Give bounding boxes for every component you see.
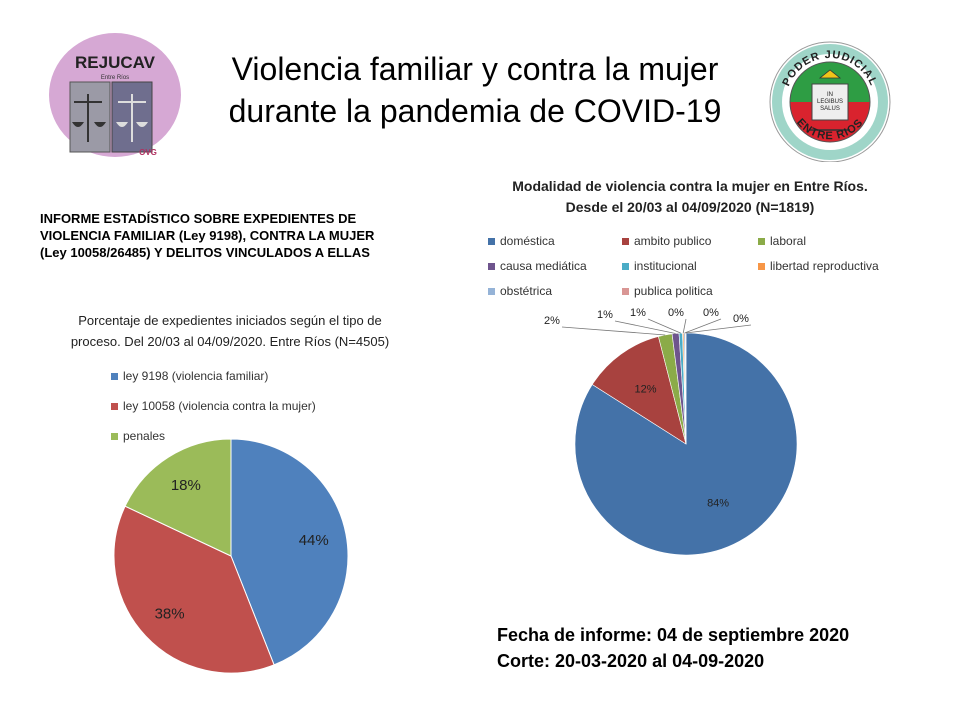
legend-label: laboral [770, 234, 807, 248]
chart2-legend-item: ambito publico [622, 234, 711, 248]
legend-label: ambito publico [634, 234, 712, 248]
legend-swatch [622, 263, 629, 271]
leader-line [647, 318, 681, 334]
motto-line-2: LEGIBUS [817, 99, 843, 105]
report-date: Fecha de informe: 04 de septiembre 2020 [497, 625, 850, 645]
pie2-slice-label: 0% [733, 313, 749, 325]
chart1-legend-item: penales [111, 429, 165, 443]
legend-swatch-green [111, 433, 118, 441]
chart1-title-line-2: proceso. Del 20/03 al 04/09/2020. Entre … [70, 334, 390, 349]
chart2-legend-item: libertad reproductiva [758, 259, 879, 273]
chart2-legend-item: obstétrica [488, 284, 552, 298]
legend-label: publica politica [634, 284, 713, 298]
page-title-line-1: Violencia familiar y contra la mujer [231, 51, 719, 87]
chart1-title: Porcentaje de expedientes iniciados segú… [40, 310, 420, 352]
legend-label: penales [123, 429, 166, 443]
legend-swatch-blue [111, 373, 118, 381]
legend-swatch [758, 238, 765, 246]
report-subtitle-line-2: VIOLENCIA FAMILIAR (Ley 9198), CONTRA LA… [40, 228, 375, 243]
pie-slice-1 [230, 438, 349, 666]
legend-label: ley 10058 (violencia contra la mujer) [123, 399, 316, 413]
chart2-title: Modalidad de violencia contra la mujer e… [440, 176, 940, 218]
pie2-slice-label: 12% [635, 383, 657, 395]
pie-slice-label: 44% [299, 532, 329, 549]
chart2-legend-item: doméstica [488, 234, 555, 248]
poder-judicial-logo: IN LEGIBUS SALUS PODER JUDICIAL ENTRE RI… [769, 41, 891, 162]
report-cut: Corte: 20-03-2020 al 04-09-2020 [497, 651, 765, 671]
chart1-legend-item: ley 9198 (violencia familiar) [111, 369, 268, 383]
report-subtitle-line-1: INFORME ESTADÍSTICO SOBRE EXPEDIENTES DE [40, 211, 357, 226]
ovg-tag: OVG [139, 148, 157, 157]
rejucav-logo-sub: Entre Ríos [101, 75, 129, 81]
report-dates: Fecha de informe: 04 de septiembre 2020 … [497, 622, 849, 674]
leader-line [684, 318, 722, 334]
report-subtitle: INFORME ESTADÍSTICO SOBRE EXPEDIENTES DE… [40, 210, 420, 261]
chart2-legend-item: institucional [622, 259, 697, 273]
pie2-slice-label: 1% [630, 307, 646, 319]
legend-label: doméstica [500, 234, 555, 248]
pie2-slice-label: 84% [707, 497, 729, 509]
rejucav-logo: REJUCAV Entre Ríos OVG [49, 33, 181, 157]
chart1-title-line-1: Porcentaje de expedientes iniciados segú… [78, 313, 382, 328]
legend-label: libertad reproductiva [770, 259, 879, 273]
legend-label: institucional [634, 259, 697, 273]
rejucav-logo-name: REJUCAV [75, 53, 156, 72]
pie-slice-2 [113, 505, 275, 674]
leader-line [614, 320, 676, 334]
pie2-slice-label: 1% [597, 309, 613, 321]
pie2-slice-label: 0% [703, 307, 719, 319]
legend-swatch-red [111, 403, 118, 411]
pie2-slice-2 [591, 336, 687, 445]
legend-label: obstétrica [500, 284, 553, 298]
legend-swatch [622, 238, 629, 246]
chart2-title-line-1: Modalidad de violencia contra la mujer e… [512, 178, 868, 194]
legend-label: causa mediática [500, 259, 587, 273]
pie2-slice-label: 0% [668, 307, 684, 319]
report-subtitle-line-3: (Ley 10058/26485) Y DELITOS VINCULADOS A… [40, 245, 370, 260]
pie-slice-label: 18% [171, 477, 201, 494]
chart2-legend-item: laboral [758, 234, 806, 248]
chart1-legend-item: ley 10058 (violencia contra la mujer) [111, 399, 316, 413]
leader-line [561, 326, 666, 336]
pie-slice-label: 38% [155, 606, 185, 623]
motto-line-1: IN [827, 92, 833, 98]
chart2-title-line-2: Desde el 20/03 al 04/09/2020 (N=1819) [565, 199, 815, 215]
page-title: Violencia familiar y contra la mujer dur… [180, 48, 770, 132]
legend-swatch [488, 238, 495, 246]
motto-line-3: SALUS [820, 106, 840, 112]
page-title-line-2: durante la pandemia de COVID-19 [228, 93, 722, 129]
legend-swatch [488, 288, 495, 296]
chart2-legend-item: causa mediática [488, 259, 587, 273]
pie-slice-3 [124, 438, 232, 557]
legend-swatch [622, 288, 629, 296]
pie2-slice-label: 2% [544, 315, 560, 327]
legend-label: ley 9198 (violencia familiar) [123, 369, 269, 383]
legend-swatch [758, 263, 765, 271]
leader-line [685, 324, 752, 334]
legend-swatch [488, 263, 495, 271]
chart2-legend-item: publica politica [622, 284, 713, 298]
leader-line [682, 318, 687, 334]
